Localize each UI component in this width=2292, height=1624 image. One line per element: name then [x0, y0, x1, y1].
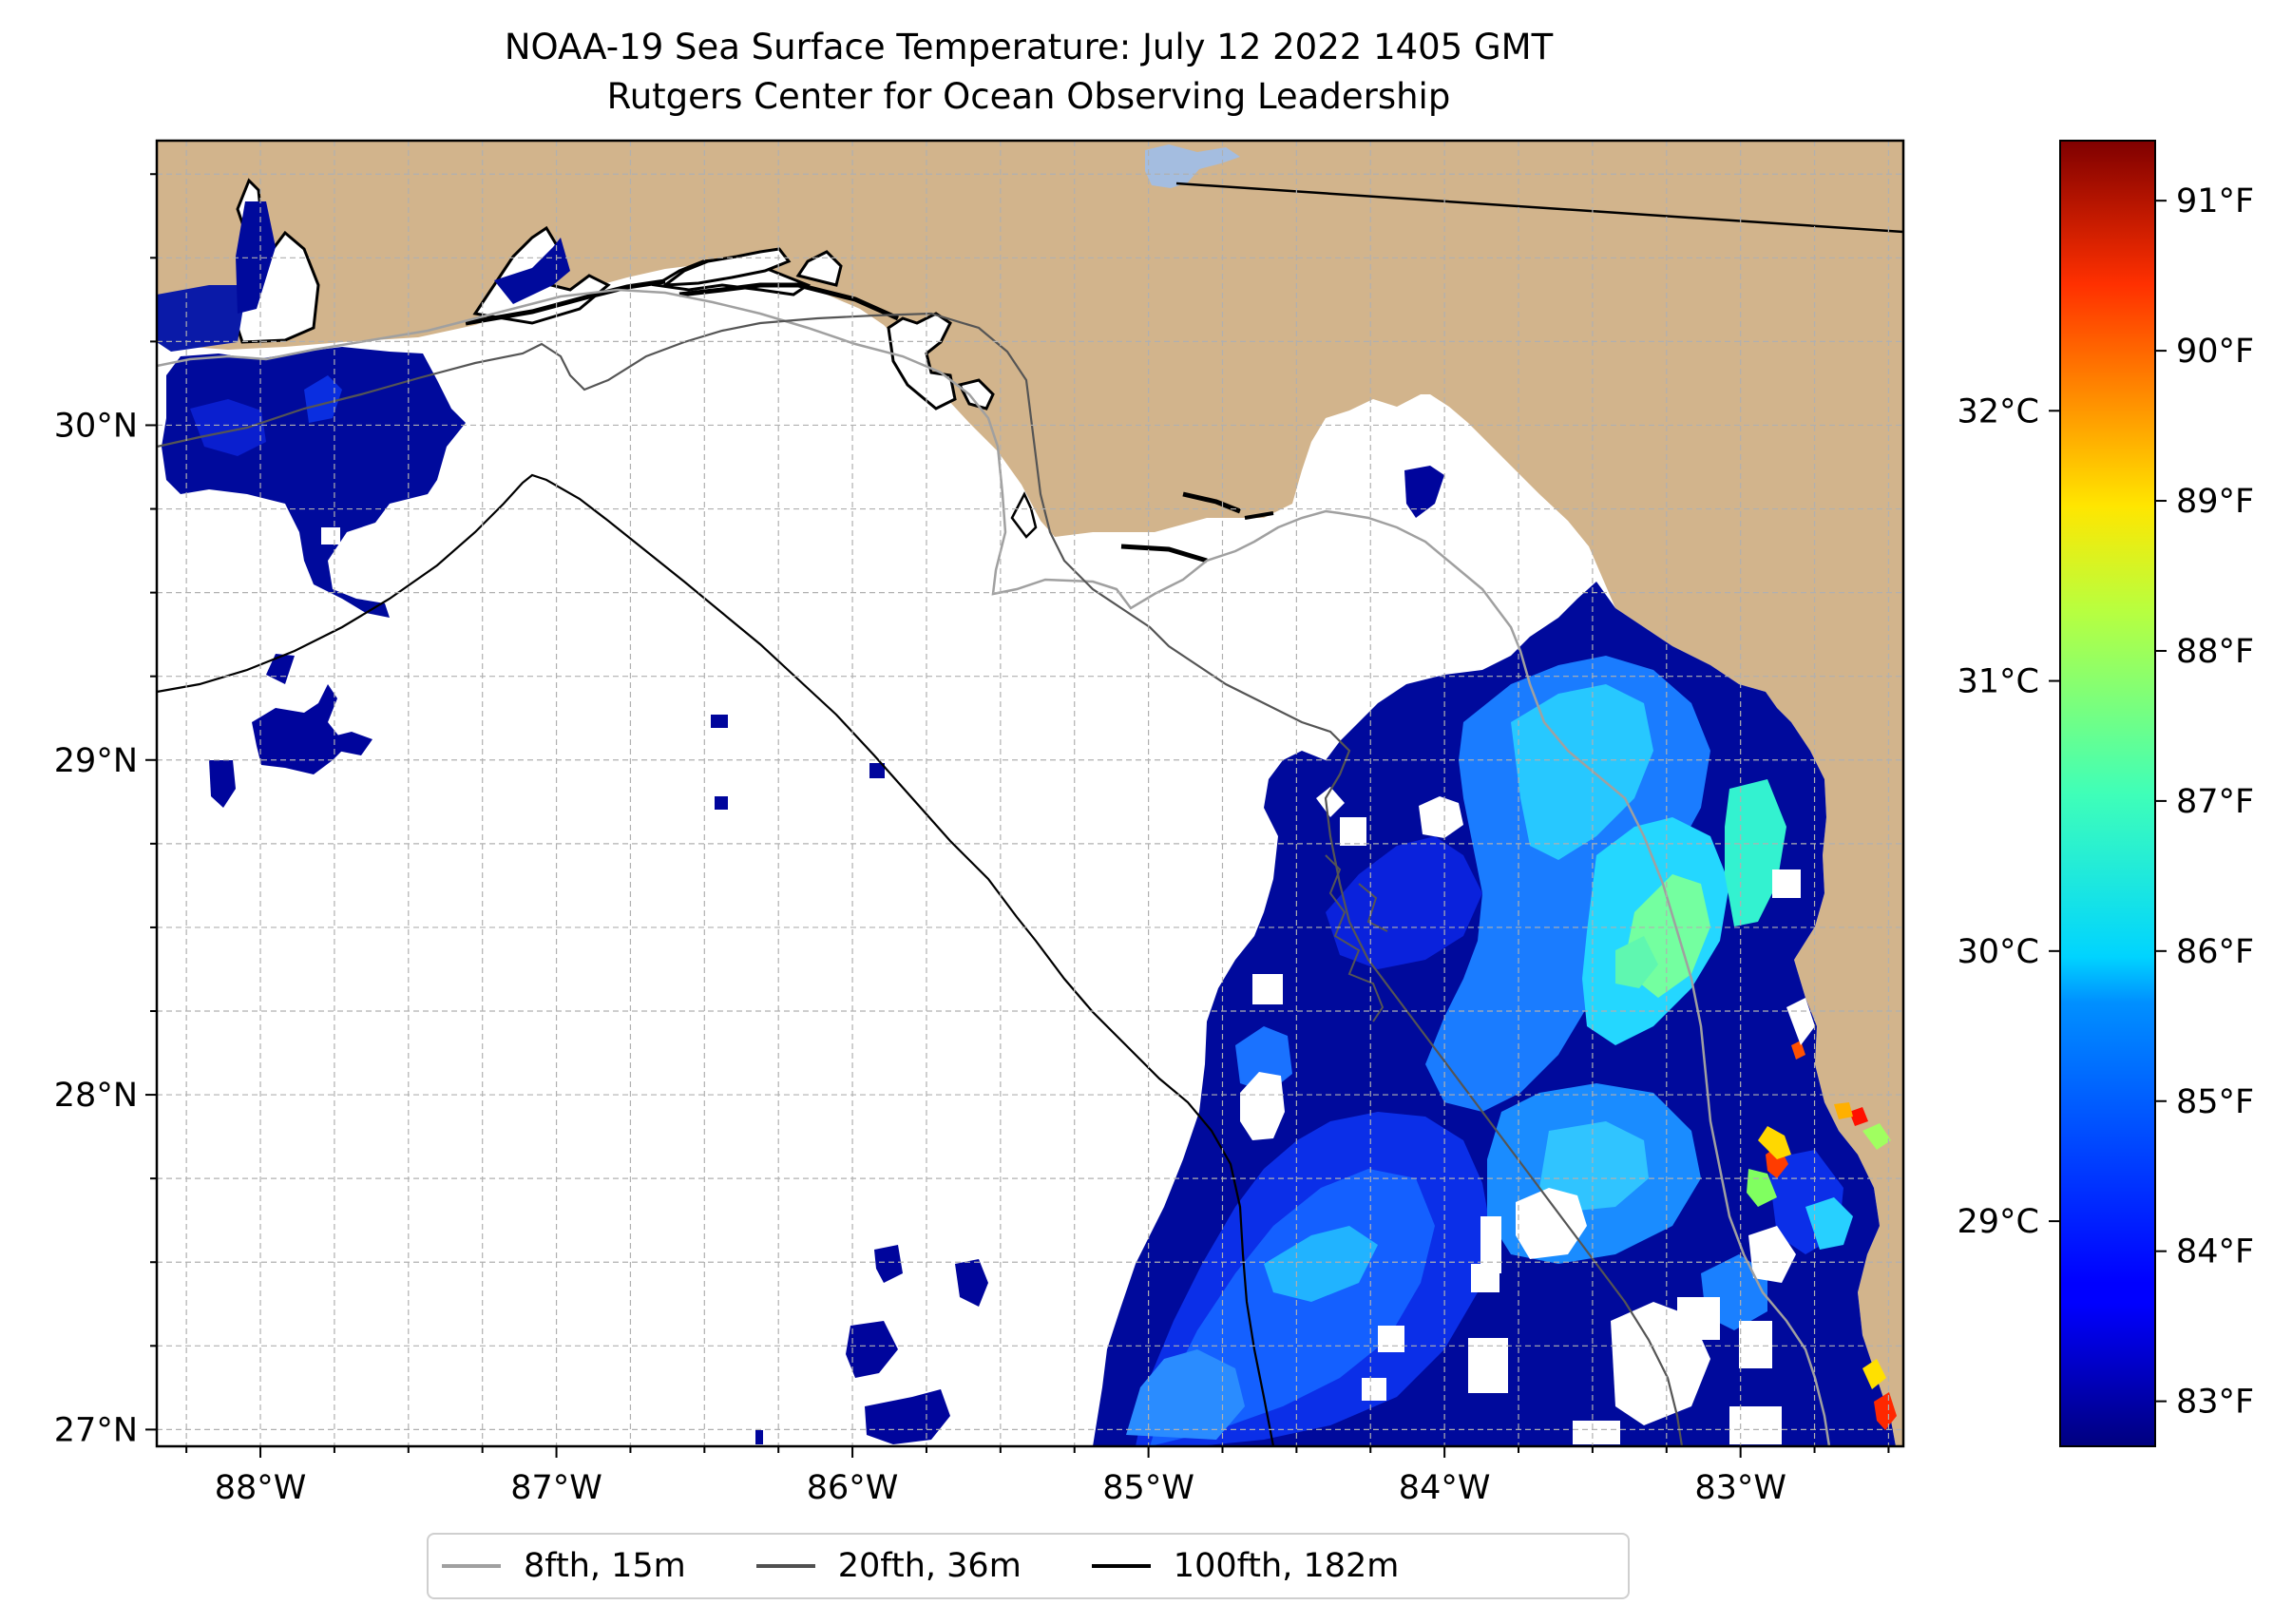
sst-data — [157, 201, 1897, 1446]
isobath-36m-islands — [1325, 854, 1388, 1022]
lon-tick-label: 84°W — [1399, 1469, 1491, 1507]
legend-label-15m: 8fth, 15m — [524, 1547, 686, 1585]
fahrenheit-tick-label: 88°F — [2176, 633, 2254, 671]
gridlines — [157, 141, 1903, 1446]
isobath-legend: 8fth, 15m 20fth, 36m 100fth, 182m — [427, 1533, 1630, 1599]
lon-tick-label: 85°W — [1102, 1469, 1194, 1507]
isobath-36m — [157, 312, 1684, 1446]
legend-item-182m: 100fth, 182m — [1091, 1547, 1453, 1585]
legend-label-36m: 20fth, 36m — [837, 1547, 1022, 1585]
lon-tick-label: 88°W — [215, 1469, 307, 1507]
isobath-182m — [157, 473, 1275, 1446]
fahrenheit-tick-label: 89°F — [2176, 483, 2254, 521]
lake — [1145, 144, 1240, 188]
fahrenheit-tick-label: 91°F — [2176, 182, 2254, 220]
axis-ticks: 88°W 87°W 86°W 85°W 84°W 83°W 30°N 29°N 28°N 27°N — [54, 173, 1890, 1507]
legend-line-36m — [755, 1564, 815, 1568]
legend-label-182m: 100fth, 182m — [1173, 1547, 1400, 1585]
lon-tick-label: 86°W — [807, 1469, 899, 1507]
fahrenheit-tick-label: 90°F — [2176, 333, 2254, 371]
chart-title: NOAA-19 Sea Surface Temperature: July 12… — [504, 27, 1554, 67]
chart-subtitle: Rutgers Center for Ocean Observing Leade… — [606, 76, 1451, 117]
colorbar-ticks: 91°F 90°F 89°F 88°F 87°F 86°F 85°F 84°F 83°F 32°C… — [1958, 182, 2255, 1421]
legend-item-36m: 20fth, 36m — [755, 1547, 1075, 1585]
legend-item-15m: 8fth, 15m — [442, 1547, 739, 1585]
lon-tick-label: 83°W — [1694, 1469, 1786, 1507]
lon-tick-label: 87°W — [510, 1469, 602, 1507]
lat-tick-label: 30°N — [54, 407, 138, 445]
celsius-tick-label: 30°C — [1958, 933, 2039, 971]
lat-tick-label: 28°N — [54, 1077, 138, 1115]
celsius-tick-label: 31°C — [1958, 663, 2039, 701]
lat-tick-label: 29°N — [54, 742, 138, 780]
state-border — [1175, 182, 1903, 234]
isobath-15m — [157, 288, 1831, 1446]
legend-line-182m — [1091, 1564, 1151, 1568]
fahrenheit-tick-label: 84°F — [2176, 1233, 2254, 1271]
celsius-tick-label: 29°C — [1958, 1203, 2039, 1241]
fahrenheit-tick-label: 85°F — [2176, 1083, 2254, 1121]
celsius-tick-label: 32°C — [1958, 392, 2039, 430]
fahrenheit-tick-label: 83°F — [2176, 1384, 2254, 1422]
map-frame — [155, 139, 1905, 1448]
fahrenheit-tick-label: 86°F — [2176, 933, 2254, 971]
lat-tick-label: 27°N — [54, 1411, 138, 1449]
fahrenheit-tick-label: 87°F — [2176, 783, 2254, 821]
colorbar — [2059, 140, 2156, 1447]
land-mass — [157, 141, 1903, 1446]
legend-line-15m — [442, 1564, 501, 1568]
